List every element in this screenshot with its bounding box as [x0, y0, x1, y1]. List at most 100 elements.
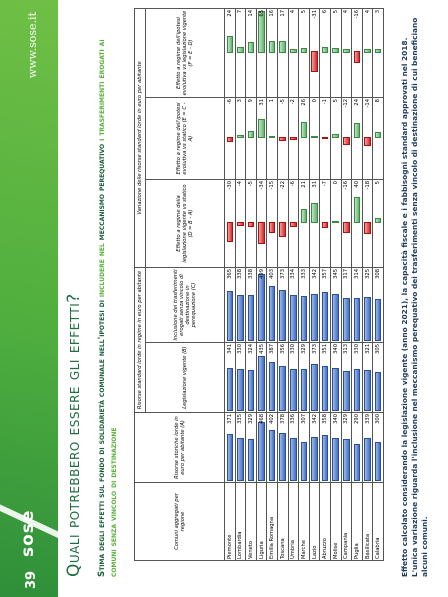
cell-value: 308 — [375, 269, 382, 279]
data-bar — [279, 40, 287, 53]
table-row: Liguria 468 435 499 -34 31 65 — [256, 8, 267, 561]
cell-value: 468 — [258, 414, 265, 424]
value-cell: 14 — [245, 8, 257, 98]
value-cell: 3 — [372, 8, 384, 98]
cell-value: 5 — [375, 181, 382, 185]
cell-value: 14 — [247, 9, 254, 17]
data-bar — [364, 437, 371, 481]
cell-value: 333 — [300, 269, 307, 279]
value-cell: 26 — [298, 97, 310, 180]
data-bar — [290, 136, 297, 140]
data-bar — [279, 221, 287, 237]
data-bar — [247, 369, 255, 411]
cell-value: 342 — [311, 414, 318, 424]
value-cell: -34 — [256, 179, 267, 268]
data-bar — [279, 365, 287, 411]
data-bar — [247, 42, 255, 53]
data-bar — [247, 294, 255, 341]
data-bar — [374, 442, 382, 481]
value-cell: 314 — [351, 267, 363, 343]
data-bar — [226, 136, 234, 142]
cell-value: 17 — [279, 9, 286, 17]
value-cell: -1 — [319, 97, 331, 180]
cell-value: 0 — [311, 99, 318, 103]
cell-value: 5 — [332, 99, 339, 103]
cell-value: 341 — [226, 344, 233, 354]
value-cell: -6 — [288, 179, 299, 268]
cell-value: 307 — [300, 414, 307, 424]
region-cell: Abruzzo — [319, 482, 331, 561]
column-header: Inclusione dei trasferimenti erogati sen… — [145, 267, 225, 343]
value-cell: -5 — [245, 179, 257, 268]
value-cell: 342 — [309, 267, 320, 343]
value-cell: 6 — [319, 8, 331, 98]
data-bar — [226, 221, 234, 242]
value-cell: 325 — [362, 267, 373, 343]
cell-value: 403 — [269, 269, 276, 279]
data-bar — [237, 46, 244, 53]
data-bar — [268, 361, 276, 411]
cell-value: 339 — [364, 414, 371, 424]
cell-value: 329 — [247, 414, 254, 424]
value-cell: -4 — [235, 179, 246, 268]
value-cell: -12 — [341, 97, 352, 180]
value-cell: 341 — [224, 342, 236, 413]
cell-value: 21 — [300, 181, 307, 188]
table-row: Marche 307 329 333 21 26 5 — [298, 8, 310, 561]
cell-value: -14 — [364, 99, 371, 108]
data-bar — [364, 221, 371, 235]
value-cell: 40 — [351, 179, 363, 268]
value-cell: 308 — [372, 267, 384, 343]
data-bar — [226, 433, 234, 481]
value-cell: 330 — [288, 342, 299, 413]
data-bar — [226, 367, 234, 411]
value-cell: 31 — [256, 97, 267, 180]
subtitle-part: Stima degli effetti sul fondo di solidar… — [97, 297, 107, 577]
data-bar — [321, 366, 329, 411]
value-cell: -16 — [341, 179, 352, 268]
data-bar — [290, 368, 297, 411]
value-cell: -14 — [362, 97, 373, 180]
table-row: Lazio 342 373 342 31 0 -31 — [309, 8, 320, 561]
cell-value: -2 — [290, 99, 297, 105]
value-cell: 16 — [266, 8, 278, 98]
data-bar — [311, 363, 318, 411]
value-cell: -16 — [351, 8, 363, 98]
data-bar — [226, 36, 234, 53]
data-bar — [237, 221, 244, 226]
data-bar — [290, 48, 297, 53]
value-cell: 305 — [372, 342, 384, 413]
region-cell: Puglia — [351, 482, 363, 561]
cell-value: 358 — [322, 414, 329, 424]
data-bar — [321, 292, 329, 341]
value-cell: -18 — [362, 179, 373, 268]
cell-value: 5 — [300, 9, 307, 14]
value-cell: 324 — [245, 342, 257, 413]
cell-value: -34 — [258, 181, 265, 190]
value-cell: 333 — [298, 267, 310, 343]
table-row: Umbria 336 330 334 -6 -2 4 — [288, 8, 299, 561]
value-cell: 24 — [224, 8, 236, 98]
data-bar — [258, 422, 265, 481]
region-cell: Marche — [298, 482, 310, 561]
group-header: Variazione delle risorse standard lorde … — [134, 8, 146, 268]
value-cell: 356 — [277, 342, 289, 413]
value-cell: 334 — [288, 267, 299, 343]
table-row: Abruzzo 358 351 357 -7 -1 6 — [319, 8, 331, 561]
value-cell: 321 — [362, 342, 373, 413]
website[interactable]: www.sose.it — [26, 12, 39, 79]
value-cell: 313 — [341, 342, 352, 413]
data-bar — [374, 132, 382, 139]
data-bar — [300, 441, 308, 481]
table-row: Molise 340 340 345 0 5 5 — [330, 8, 342, 561]
value-cell: 5 — [330, 8, 342, 98]
value-cell: 0 — [309, 97, 320, 180]
cell-value: 373 — [311, 344, 318, 354]
region-cell: Umbria — [288, 482, 299, 561]
value-cell: -6 — [224, 97, 236, 180]
data-bar — [332, 47, 340, 53]
value-cell: 7 — [235, 8, 246, 98]
cell-value: 356 — [279, 344, 286, 354]
value-cell: 351 — [319, 342, 331, 413]
